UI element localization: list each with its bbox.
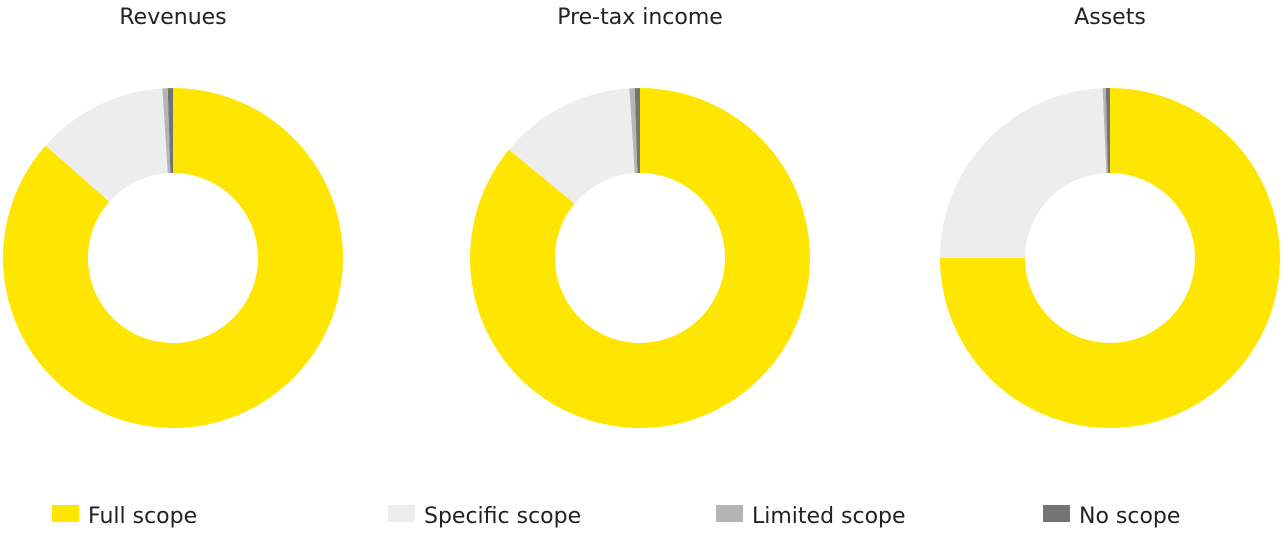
donut-slice [167,88,173,174]
donut-slice [1102,88,1108,174]
donut-slice [45,88,168,202]
chart-title: Pre-tax income [557,5,723,30]
donut-slice [470,88,810,428]
chart-title: Revenues [119,5,226,30]
legend-swatch [388,505,415,522]
donut-slice [634,88,640,174]
donut-slice [940,88,1107,258]
legend-label: Specific scope [424,504,581,529]
donut-slice [1105,88,1110,174]
donut-slice [940,88,1280,428]
donut-slice [509,88,635,204]
legend-label: No scope [1079,504,1180,529]
legend-swatch [716,505,743,522]
legend-swatch [52,505,79,522]
donut-slice [629,88,638,174]
legend-label: Full scope [88,504,197,529]
legend-label: Limited scope [752,504,906,529]
legend-swatch [1043,505,1070,522]
donut-slice [162,88,171,174]
donut-slice [2,88,344,428]
chart-title: Assets [1074,5,1146,30]
